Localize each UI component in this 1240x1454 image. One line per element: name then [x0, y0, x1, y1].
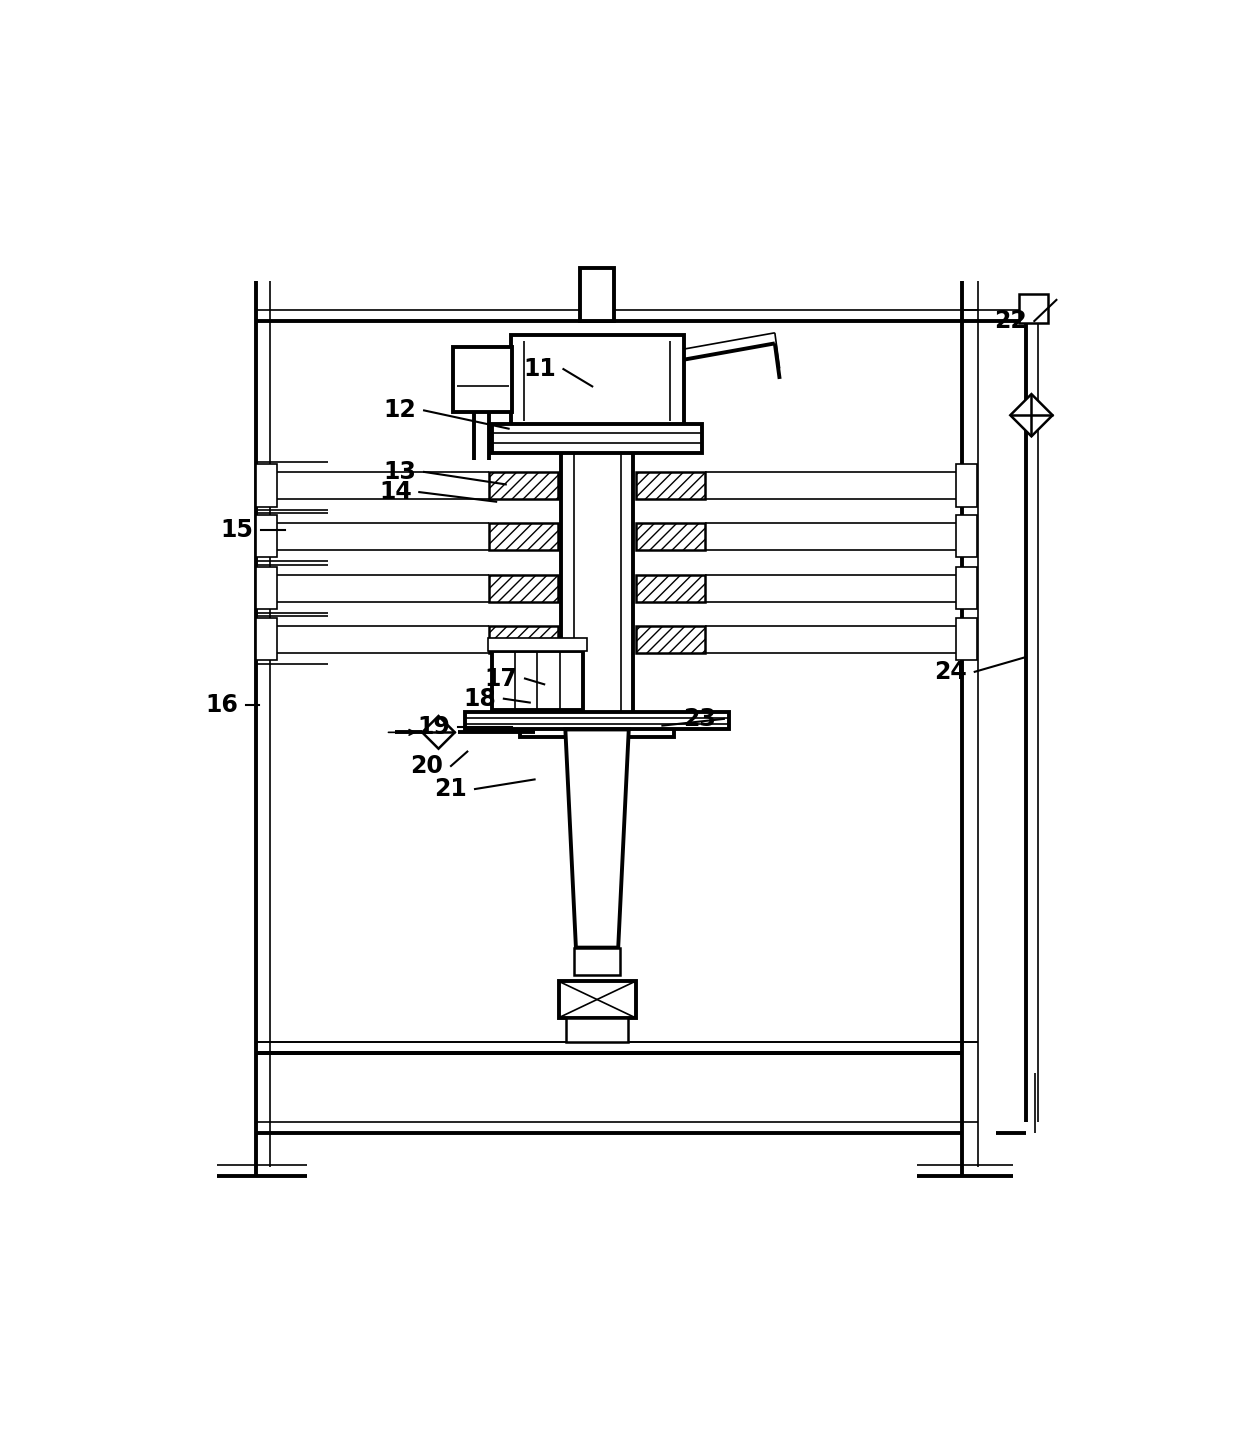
Text: 18: 18	[464, 686, 496, 711]
Polygon shape	[1011, 394, 1053, 436]
Text: 15: 15	[221, 518, 253, 541]
Text: 14: 14	[379, 480, 412, 505]
Bar	[559, 981, 636, 1018]
Text: 17: 17	[485, 666, 517, 691]
Bar	[489, 523, 558, 550]
Bar	[489, 574, 558, 602]
Text: 19: 19	[417, 714, 450, 739]
Text: 16: 16	[206, 694, 239, 717]
Bar	[956, 618, 977, 660]
Text: 13: 13	[383, 459, 417, 484]
Text: 20: 20	[410, 755, 444, 778]
Bar	[580, 268, 614, 321]
Bar	[956, 567, 977, 609]
Bar	[511, 336, 683, 427]
Bar	[636, 625, 706, 653]
Bar	[521, 724, 675, 737]
Bar	[956, 464, 977, 506]
Text: 21: 21	[434, 776, 467, 801]
Bar	[492, 425, 702, 452]
Bar	[636, 523, 706, 550]
Text: 12: 12	[383, 398, 417, 423]
Polygon shape	[565, 730, 629, 948]
Bar	[255, 464, 277, 506]
Bar	[489, 638, 587, 650]
Polygon shape	[422, 715, 455, 749]
Bar	[465, 712, 729, 730]
Text: 22: 22	[994, 310, 1027, 333]
Bar	[492, 650, 583, 710]
Bar	[567, 1018, 627, 1041]
Bar	[489, 473, 558, 499]
Bar	[255, 515, 277, 557]
Bar	[956, 515, 977, 557]
Text: 24: 24	[934, 660, 967, 683]
Bar	[560, 378, 634, 727]
Text: 11: 11	[523, 358, 556, 381]
Bar	[636, 574, 706, 602]
Bar	[636, 473, 706, 499]
Bar	[489, 625, 558, 653]
Bar	[255, 618, 277, 660]
Bar	[1019, 294, 1048, 323]
Bar	[574, 948, 620, 974]
Text: 23: 23	[683, 707, 717, 731]
Bar	[453, 348, 512, 413]
Bar	[255, 567, 277, 609]
